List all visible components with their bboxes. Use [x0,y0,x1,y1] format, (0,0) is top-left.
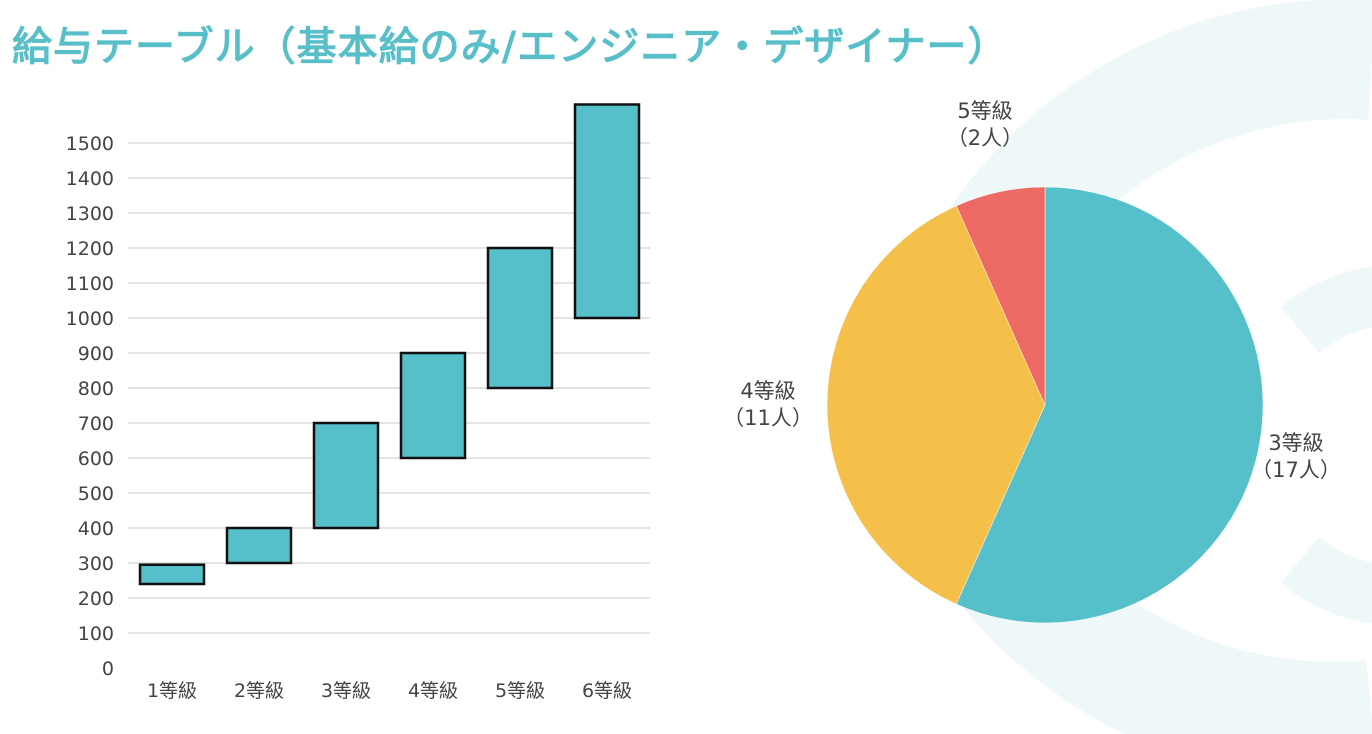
pie-slice-count: （17人） [1251,458,1341,482]
pie-slice-label: 5等級 [957,99,1012,123]
pie-slice-label: 3等級 [1268,431,1323,455]
pie-slice-label: 4等級 [740,379,795,403]
pie-slice-count: （2人） [947,126,1023,150]
pie-slice-count: （11人） [723,406,813,430]
